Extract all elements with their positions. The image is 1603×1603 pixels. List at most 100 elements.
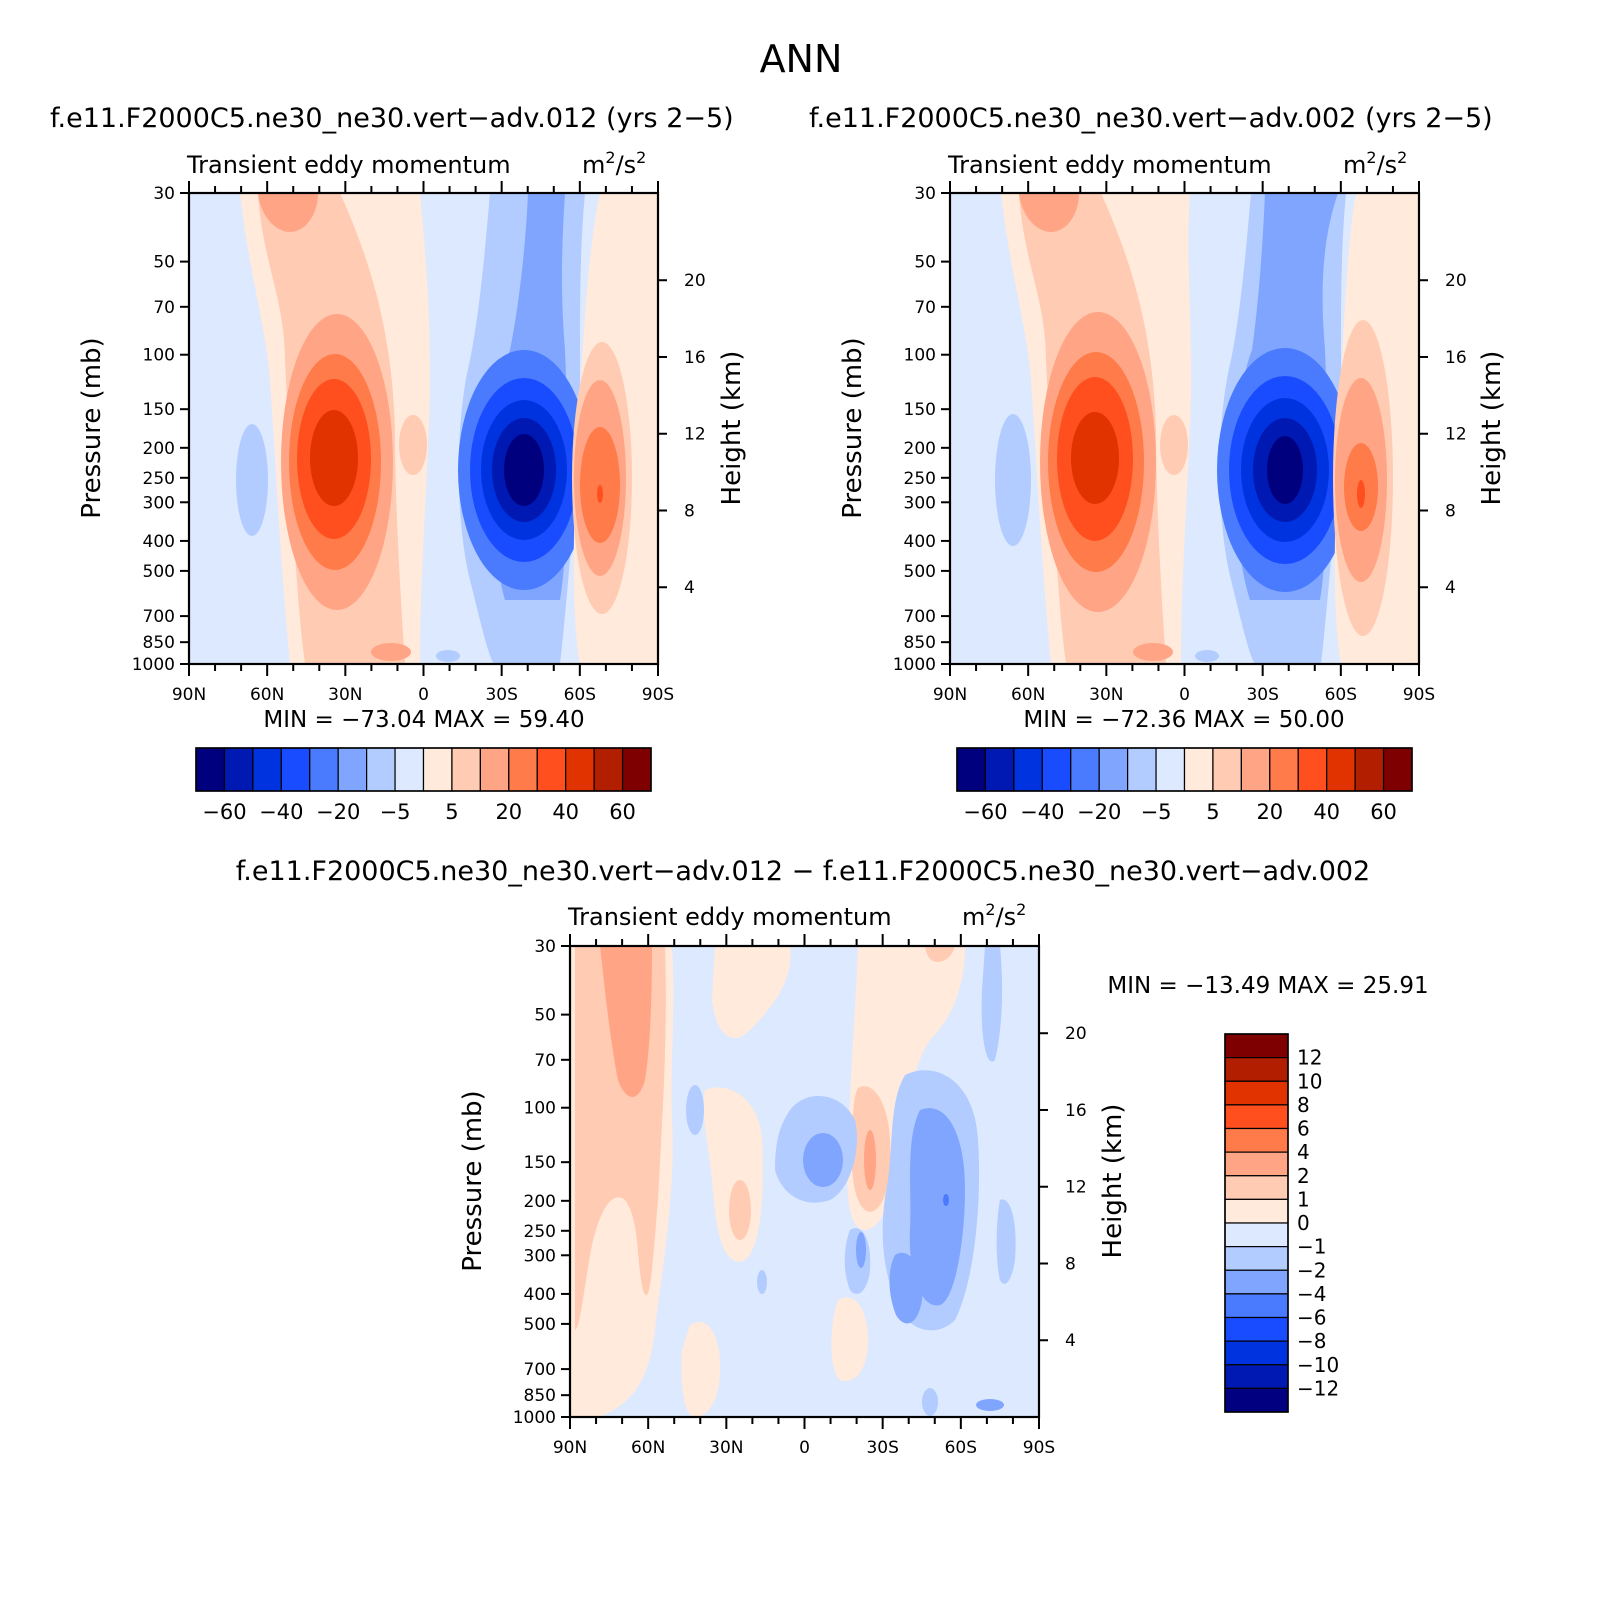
lat-tick-label: 60N (250, 685, 284, 705)
colorbar-label: −4 (1297, 1282, 1326, 1306)
pressure-tick-label: 700 (524, 1360, 556, 1380)
lat-tick-label: 30S (866, 1438, 898, 1458)
colorbar-swatch (1183, 747, 1214, 792)
panel-3-units: m2/s2 (962, 900, 1026, 931)
pressure-tick-label: 500 (524, 1315, 556, 1335)
panel-1-contour-surface-neg (436, 650, 460, 662)
pressure-tick-label: 100 (524, 1099, 556, 1119)
colorbar-label: −5 (380, 800, 411, 824)
pressure-tick-label: 30 (534, 937, 556, 957)
panel-1-ylabel-right: Height (km) (717, 351, 747, 506)
height-tick-label: 8 (684, 501, 695, 521)
pressure-tick-label: 50 (914, 253, 936, 273)
panel-2-latitude-axis: 90N 60N 30N 0 30S 60S 90S (933, 181, 1435, 705)
pressure-tick-label: 70 (534, 1051, 556, 1071)
panel-2-units: m2/s2 (1343, 148, 1407, 179)
panel-1-case-title: f.e11.F2000C5.ne30_ne30.vert−adv.012 (yr… (50, 103, 734, 134)
colorbar-label: −20 (316, 800, 360, 824)
panel-1-latitude-axis: 90N 60N 30N 0 30S 60S 90S (172, 181, 674, 705)
colorbar-swatch (422, 747, 453, 792)
panel-2-case-title: f.e11.F2000C5.ne30_ne30.vert−adv.002 (yr… (809, 103, 1493, 134)
height-tick-label: 20 (1445, 271, 1467, 291)
colorbar-label: 20 (495, 800, 522, 824)
panel-3-contour-neg-i (922, 1388, 938, 1416)
panel-2-min-max: MIN = −72.36 MAX = 50.00 (1023, 707, 1344, 733)
panel-2-height-axis: 4 8 12 16 20 (1419, 271, 1467, 598)
pressure-tick-label: 1000 (513, 1408, 556, 1428)
pressure-tick-label: 300 (524, 1246, 556, 1266)
panel-1-height-axis: 4 8 12 16 20 (658, 271, 706, 598)
colorbar-label: 40 (552, 800, 579, 824)
colorbar-swatch (252, 747, 282, 792)
panel-2-contour-sh-pos-5 (1357, 480, 1365, 508)
height-tick-label: 12 (1065, 1178, 1087, 1198)
pressure-tick-label: 70 (914, 298, 936, 318)
lat-tick-label: 60N (1011, 685, 1045, 705)
colorbar-label: −8 (1297, 1329, 1326, 1353)
pressure-tick-label: 200 (143, 439, 175, 459)
colorbar-label: 8 (1297, 1093, 1310, 1117)
pressure-tick-label: 400 (524, 1285, 556, 1305)
panel-3-height-axis: 4 8 12 16 20 (1039, 1024, 1087, 1351)
lat-tick-label: 90S (642, 685, 674, 705)
panel-3-ylabel-left: Pressure (mb) (458, 1090, 488, 1271)
panel-1-contour-sh-pos-5 (597, 485, 603, 503)
pressure-tick-label: 1000 (893, 655, 936, 675)
pressure-tick-label: 700 (143, 607, 175, 627)
figure-title: ANN (760, 37, 843, 81)
colorbar-swatch (451, 747, 481, 792)
lat-tick-label: 60S (945, 1438, 977, 1458)
panel-2-contour-nh-pos-6 (1071, 412, 1119, 504)
panel-3-latitude-axis: 90N 60N 30N 0 30S 60S 90S (553, 934, 1055, 1458)
panel-1-variable: Transient eddy momentum (186, 151, 511, 179)
colorbar-swatch (1224, 1246, 1289, 1271)
colorbar-frame (956, 747, 1413, 792)
colorbar-label: 10 (1297, 1069, 1322, 1093)
lat-tick-label: 90N (172, 685, 206, 705)
panel-1-contour-nh-pos-lobe (399, 415, 427, 475)
colorbar-label: 4 (1297, 1140, 1310, 1164)
lat-tick-label: 30N (709, 1438, 743, 1458)
pressure-tick-label: 30 (914, 184, 936, 204)
colorbar-label: 40 (1313, 800, 1340, 824)
colorbar-swatch (956, 747, 987, 792)
colorbar-label: 60 (1370, 800, 1397, 824)
panel-3-contour-neg-c2 (856, 1232, 866, 1268)
colorbar-swatch (1224, 1175, 1289, 1200)
colorbar-swatch (337, 747, 368, 792)
colorbar-swatch (1155, 747, 1186, 792)
colorbar-swatch (1212, 747, 1242, 792)
panel-3-contour-pos-patch-c (729, 1180, 751, 1240)
panel-3-contour-nh-pos-3 (600, 946, 652, 1097)
panel-3-contour-neg-f (996, 1199, 1016, 1284)
colorbar-swatch (366, 747, 396, 792)
lat-tick-label: 90N (553, 1438, 587, 1458)
colorbar-label: −2 (1297, 1258, 1326, 1282)
panel-1-contour-nh-neg (236, 424, 268, 536)
panel-3-case-title: f.e11.F2000C5.ne30_ne30.vert−adv.012 − f… (236, 856, 1371, 887)
colorbar-swatch (565, 747, 595, 792)
panel-2-contour-sh-neg-7 (1267, 436, 1303, 504)
colorbar-label: −1 (1297, 1235, 1326, 1259)
colorbar-label: −60 (963, 800, 1007, 824)
lat-tick-label: 60S (564, 685, 596, 705)
colorbar-swatch (1354, 747, 1385, 792)
colorbar-swatch (280, 747, 311, 792)
pressure-tick-label: 250 (904, 469, 936, 489)
pressure-tick-label: 850 (524, 1386, 556, 1406)
colorbar-swatch (1070, 747, 1100, 792)
panel-3-contour-neg-b3 (943, 1194, 949, 1206)
colorbar-label: 60 (609, 800, 636, 824)
height-tick-label: 16 (1445, 348, 1467, 368)
panel-2-contour-nh-neg (995, 414, 1031, 546)
panel-1: Transient eddy momentum m2/s2 (77, 148, 747, 824)
lat-tick-label: 90S (1023, 1438, 1055, 1458)
panel-3-contour-neg-d (889, 1252, 923, 1324)
colorbar-label: 6 (1297, 1117, 1310, 1141)
panel-1-contour-surface-pos (371, 643, 411, 661)
panel-2-contour-nh-pos-lobe (1160, 415, 1188, 475)
height-tick-label: 16 (684, 348, 706, 368)
lat-tick-label: 30S (485, 685, 517, 705)
